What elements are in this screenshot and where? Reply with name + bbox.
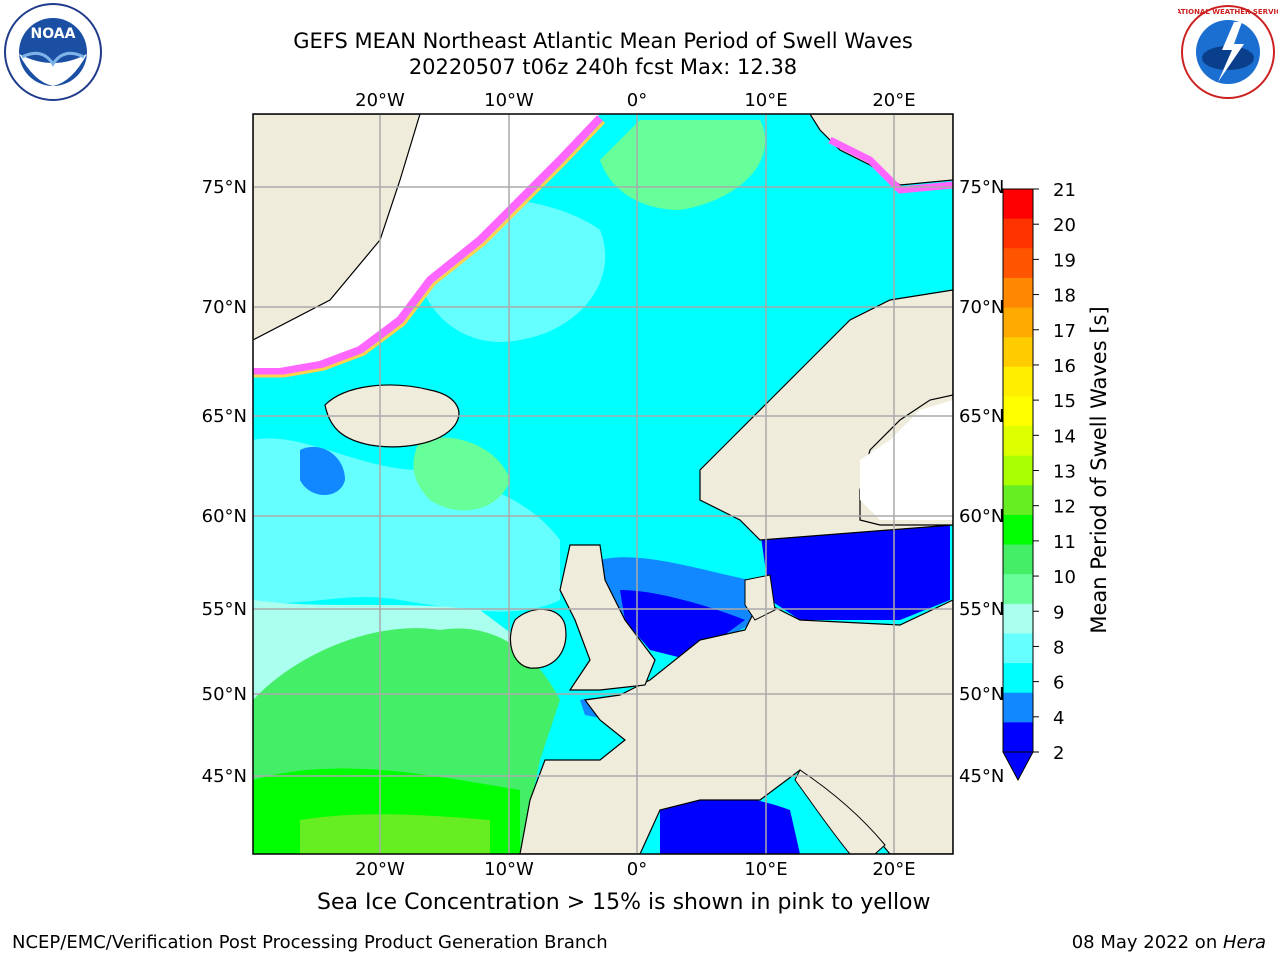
colorbar-tick-label: 6 bbox=[1053, 673, 1064, 694]
colorbar-tick-label: 19 bbox=[1053, 250, 1076, 271]
colorbar-tick-label: 12 bbox=[1053, 497, 1076, 518]
colorbar bbox=[1002, 188, 1034, 782]
map-area bbox=[253, 114, 953, 854]
map-frame bbox=[252, 113, 954, 855]
colorbar-tick-label: 4 bbox=[1053, 708, 1064, 729]
lat-label-left: 65°N bbox=[202, 406, 247, 427]
map-subtitle: 20220507 t06z 240h fcst Max: 12.38 bbox=[408, 55, 798, 79]
colorbar-segment bbox=[1003, 722, 1033, 753]
map-gridlines bbox=[253, 114, 953, 854]
lon-label-bottom: 10°W bbox=[484, 859, 534, 880]
colorbar-segment bbox=[1003, 307, 1033, 338]
lat-label-right: 65°N bbox=[959, 406, 1004, 427]
colorbar-tick-label: 9 bbox=[1053, 602, 1064, 623]
italy-land bbox=[794, 769, 886, 854]
lat-label-left: 45°N bbox=[202, 766, 247, 787]
colorbar-segment bbox=[1003, 396, 1033, 427]
swell-band-4-6-west bbox=[300, 446, 345, 495]
footer-date: 08 May 2022 on Hera bbox=[1072, 932, 1266, 953]
colorbar-segment bbox=[1003, 663, 1033, 694]
lon-label-top: 20°W bbox=[355, 90, 405, 111]
colorbar-segment bbox=[1003, 485, 1033, 516]
lat-label-left: 75°N bbox=[202, 177, 247, 198]
colorbar-segment bbox=[1003, 574, 1033, 605]
lat-label-left: 60°N bbox=[202, 506, 247, 527]
colorbar-segment bbox=[1003, 544, 1033, 575]
sea-ice-edge-greenland-yellow bbox=[253, 120, 606, 378]
nws-logo-text: NATIONAL WEATHER SERVICE bbox=[1178, 8, 1278, 16]
colorbar-tick-label: 14 bbox=[1053, 426, 1076, 447]
colorbar-segment bbox=[1003, 366, 1033, 397]
sea-ice-edge-greenland bbox=[253, 115, 603, 376]
colorbar-extend-triangle bbox=[1002, 751, 1034, 782]
lon-label-bottom: 10°E bbox=[744, 859, 787, 880]
lon-label-bottom: 20°W bbox=[355, 859, 405, 880]
colorbar-tick-label: 18 bbox=[1053, 286, 1076, 307]
lon-label-top: 20°E bbox=[872, 90, 915, 111]
footer-credit: NCEP/EMC/Verification Post Processing Pr… bbox=[12, 932, 608, 953]
colorbar-tick-label: 13 bbox=[1053, 462, 1076, 483]
lat-label-right: 60°N bbox=[959, 506, 1004, 527]
noaa-logo-text: NOAA bbox=[31, 26, 76, 42]
colorbar-tick-label: 11 bbox=[1053, 532, 1076, 553]
lat-label-right: 70°N bbox=[959, 297, 1004, 318]
colorbar-segment bbox=[1003, 514, 1033, 546]
colorbar-tick-label: 8 bbox=[1053, 637, 1064, 658]
colorbar-segment bbox=[1003, 426, 1033, 457]
footer-date-text: 08 May 2022 on bbox=[1071, 932, 1223, 953]
swell-band-2-4-baltic bbox=[760, 525, 950, 620]
lat-label-left: 70°N bbox=[202, 297, 247, 318]
colorbar-segment bbox=[1003, 277, 1033, 309]
swell-band-12 bbox=[300, 814, 490, 854]
sea-ice-caption: Sea Ice Concentration > 15% is shown in … bbox=[317, 890, 931, 915]
lat-label-right: 50°N bbox=[959, 684, 1004, 705]
lat-label-right: 55°N bbox=[959, 599, 1004, 620]
colorbar-tick-label: 21 bbox=[1053, 180, 1076, 201]
colorbar-ticks: 21 20 19 18 17 16 15 14 13 12 11 10 9 8 6 4 2 bbox=[1033, 180, 1076, 764]
map-title: GEFS MEAN Northeast Atlantic Mean Period… bbox=[293, 29, 913, 53]
lon-label-bottom: 0° bbox=[627, 859, 647, 880]
lat-label-left: 50°N bbox=[202, 684, 247, 705]
colorbar-segment bbox=[1003, 337, 1033, 368]
colorbar-tick-label: 17 bbox=[1053, 321, 1076, 342]
colorbar-tick-label: 20 bbox=[1053, 215, 1076, 236]
great-britain-land bbox=[559, 544, 656, 691]
nws-logo: NATIONAL WEATHER SERVICE bbox=[1178, 5, 1278, 99]
lon-label-top: 10°W bbox=[484, 90, 534, 111]
colorbar-segment bbox=[1003, 692, 1033, 723]
colorbar-label: Mean Period of Swell Waves [s] bbox=[1087, 306, 1111, 633]
colorbar-tick-label: 16 bbox=[1053, 356, 1076, 377]
swell-band-9-10-mid bbox=[413, 437, 510, 511]
swell-band-2-4-mediterranean bbox=[660, 794, 800, 854]
colorbar-segment bbox=[1003, 189, 1033, 220]
lon-label-bottom: 20°E bbox=[872, 859, 915, 880]
colorbar-tick-label: 2 bbox=[1053, 743, 1064, 764]
colorbar-segment bbox=[1003, 218, 1033, 249]
colorbar-segment bbox=[1003, 248, 1033, 279]
footer-machine: Hera bbox=[1222, 932, 1266, 953]
colorbar-tick-label: 15 bbox=[1053, 391, 1076, 412]
lat-label-left: 55°N bbox=[202, 599, 247, 620]
colorbar-segment bbox=[1003, 603, 1033, 634]
gulf-of-bothnia-ice bbox=[860, 400, 953, 520]
colorbar-tick-label: 10 bbox=[1053, 567, 1076, 588]
lat-label-right: 45°N bbox=[959, 766, 1004, 787]
noaa-logo: NOAA bbox=[4, 3, 102, 101]
colorbar-segment bbox=[1003, 633, 1033, 664]
lat-label-right: 75°N bbox=[959, 177, 1004, 198]
colorbar-segment bbox=[1003, 455, 1033, 486]
lon-label-top: 10°E bbox=[744, 90, 787, 111]
lon-label-top: 0° bbox=[627, 90, 647, 111]
